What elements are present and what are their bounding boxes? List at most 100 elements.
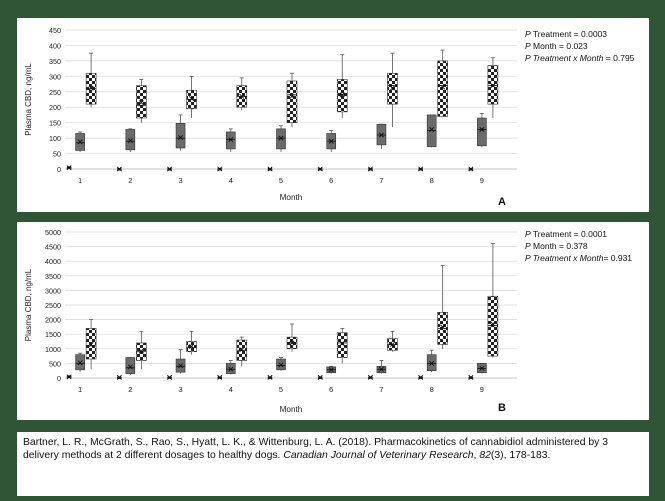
chart-b-svg: 0 500 1000 1500 2000 2500 3000 3500 4000 4500 5000… xyxy=(24,228,517,414)
box xyxy=(336,332,348,358)
box-1-month-6 xyxy=(317,374,323,380)
box-1-month-3 xyxy=(167,166,173,172)
box-2-month-6 xyxy=(326,129,337,153)
x-tick-label: 4 xyxy=(229,385,233,394)
box xyxy=(477,117,487,147)
y-tick-label: 100 xyxy=(49,134,61,143)
box-1-month-2 xyxy=(116,374,122,380)
mean-marker xyxy=(278,362,284,368)
box-3-month-9 xyxy=(487,57,499,119)
panel-label-b: B xyxy=(498,402,506,414)
box-2-month-7 xyxy=(376,360,387,374)
mean-marker xyxy=(490,321,496,327)
box xyxy=(437,60,448,117)
y-tick-label: 50 xyxy=(53,150,61,159)
y-tick-label: 2500 xyxy=(45,301,61,310)
mean-marker xyxy=(328,138,334,144)
stats-b: P Treatment = 0.0001 P Month = 0.378 P T… xyxy=(525,228,632,264)
y-tick-label: 0 xyxy=(57,165,61,174)
mean-marker xyxy=(88,85,94,91)
mean-marker xyxy=(217,374,223,380)
box-1-month-5 xyxy=(267,166,273,172)
mean-marker xyxy=(178,134,184,141)
mean-marker xyxy=(127,364,133,370)
stats-a: P Treatment = 0.0003 P Month = 0.023 P T… xyxy=(525,28,634,64)
box-3-month-1 xyxy=(85,52,97,108)
citation-volume: 82 xyxy=(479,449,491,461)
box-2-month-1 xyxy=(75,131,85,153)
mean-marker xyxy=(440,324,446,330)
mean-marker xyxy=(367,374,373,380)
box-2-month-1 xyxy=(75,352,85,373)
stat-interaction-a: P Treatment x Month = 0.795 xyxy=(525,53,635,63)
x-tick-label: 2 xyxy=(128,176,132,185)
box-3-month-7 xyxy=(387,330,398,352)
box-2-month-4 xyxy=(225,360,236,375)
x-tick-label: 5 xyxy=(279,385,283,394)
box-2-month-8 xyxy=(426,114,437,148)
mean-marker xyxy=(479,126,485,132)
x-tick-label: 6 xyxy=(329,176,333,185)
mean-marker xyxy=(367,166,373,172)
box-3-month-8 xyxy=(437,265,448,349)
mean-marker xyxy=(429,126,435,132)
stat-treatment-a: P Treatment = 0.0003 xyxy=(525,29,607,39)
mean-marker xyxy=(77,139,83,145)
mean-marker xyxy=(189,343,195,349)
mean-marker xyxy=(468,166,474,172)
box-1-month-5 xyxy=(267,374,273,380)
mean-marker xyxy=(167,374,173,380)
mean-marker xyxy=(317,374,323,380)
citation-journal: Canadian Journal of Veterinary Research xyxy=(283,449,474,461)
y-tick-label: 350 xyxy=(49,57,61,66)
x-tick-label: 7 xyxy=(379,385,383,394)
box xyxy=(426,114,437,148)
y-tick-label: 0 xyxy=(57,374,61,383)
x-tick-label: 7 xyxy=(379,176,383,185)
box-1-month-2 xyxy=(116,166,122,172)
box-1-month-8 xyxy=(418,374,424,380)
y-tick-label: 4000 xyxy=(45,257,61,266)
x-tick-label: 8 xyxy=(430,385,434,394)
box-1-month-7 xyxy=(367,374,373,380)
y-tick-label: 250 xyxy=(49,88,61,97)
mean-marker xyxy=(418,166,424,172)
stat-treatment-b: P Treatment = 0.0001 xyxy=(525,229,607,239)
box xyxy=(85,328,97,360)
y-tick-label: 2000 xyxy=(45,316,61,325)
box-2-month-9 xyxy=(477,113,487,148)
box-2-month-7 xyxy=(376,123,387,149)
box-3-month-3 xyxy=(186,75,197,119)
mean-marker xyxy=(378,132,384,138)
box-3-month-8 xyxy=(437,49,448,117)
mean-marker xyxy=(289,93,295,99)
box-3-month-7 xyxy=(387,52,398,128)
mean-marker xyxy=(378,366,384,372)
box-3-month-4 xyxy=(236,336,248,367)
x-tick-label: 6 xyxy=(329,385,333,394)
mean-marker xyxy=(479,365,485,371)
mean-marker xyxy=(239,347,245,353)
box-2-month-4 xyxy=(225,128,236,153)
box-1-month-4 xyxy=(217,166,223,172)
y-tick-label: 450 xyxy=(49,26,61,35)
box-1-month-4 xyxy=(217,374,223,380)
stat-interaction-b: P Treatment x Month= 0.931 xyxy=(525,253,633,263)
mean-marker xyxy=(267,166,273,172)
x-tick-label: 9 xyxy=(480,385,484,394)
citation: Bartner, L. R., McGrath, S., Rao, S., Hy… xyxy=(17,432,649,496)
box-3-month-9 xyxy=(487,243,499,358)
mean-marker xyxy=(228,137,234,143)
box-2-month-6 xyxy=(326,365,337,374)
mean-marker xyxy=(339,92,345,98)
mean-marker xyxy=(440,84,446,90)
x-tick-label: 9 xyxy=(480,176,484,185)
mean-marker xyxy=(328,367,334,373)
mean-marker xyxy=(217,166,223,172)
x-tick-label: 3 xyxy=(178,176,182,185)
mean-marker xyxy=(116,374,122,380)
mean-marker xyxy=(468,374,474,380)
mean-marker xyxy=(278,135,284,141)
y-tick-label: 4500 xyxy=(45,243,61,252)
y-tick-label: 400 xyxy=(49,41,61,50)
